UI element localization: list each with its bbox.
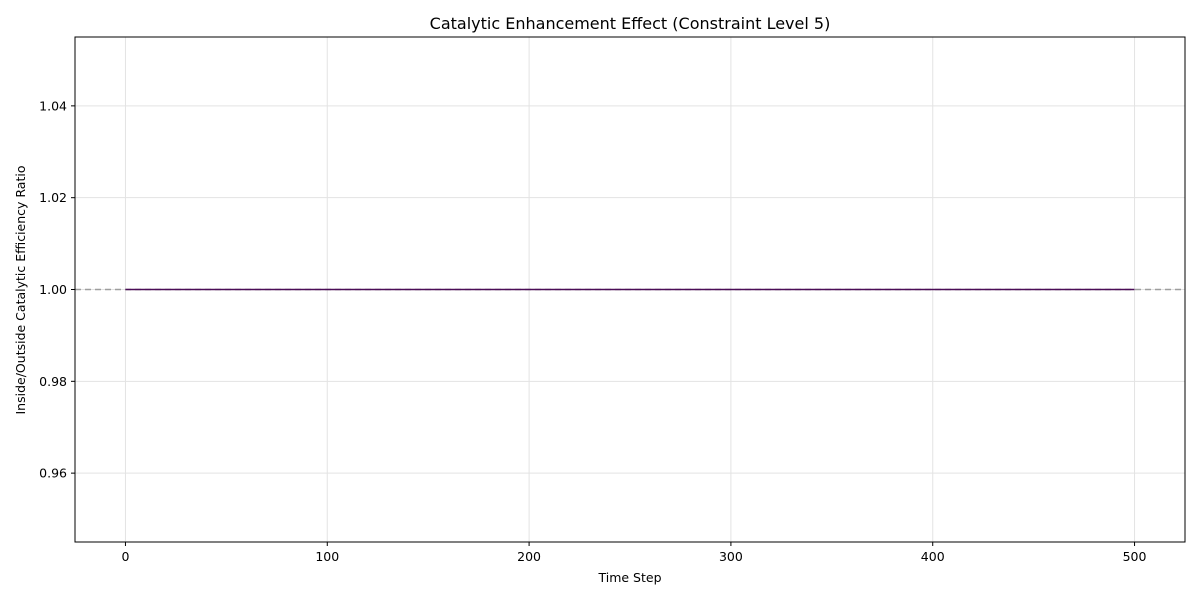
x-tick-label: 300 <box>719 549 743 564</box>
y-axis: 0.96 0.98 1.00 1.02 1.04 <box>39 98 75 481</box>
y-tick-label: 0.98 <box>39 374 67 389</box>
y-tick-label: 1.04 <box>39 98 67 113</box>
y-axis-label: Inside/Outside Catalytic Efficiency Rati… <box>13 166 28 415</box>
x-tick-label: 500 <box>1123 549 1147 564</box>
x-axis: 0 100 200 300 400 500 <box>121 542 1147 564</box>
x-tick-label: 0 <box>121 549 129 564</box>
x-tick-label: 100 <box>315 549 339 564</box>
x-axis-label: Time Step <box>597 570 661 585</box>
x-tick-label: 200 <box>517 549 541 564</box>
y-tick-label: 1.02 <box>39 190 67 205</box>
y-tick-label: 1.00 <box>39 282 67 297</box>
x-tick-label: 400 <box>921 549 945 564</box>
y-tick-label: 0.96 <box>39 466 67 481</box>
chart-title: Catalytic Enhancement Effect (Constraint… <box>430 14 831 33</box>
